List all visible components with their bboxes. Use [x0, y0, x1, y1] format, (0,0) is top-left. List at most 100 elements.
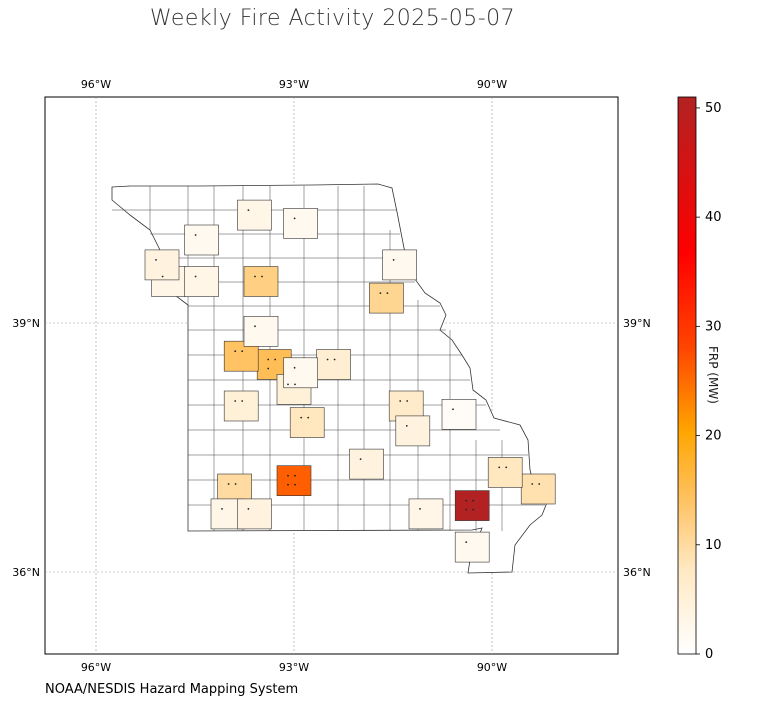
fire-county	[276, 465, 312, 497]
fire-county	[283, 208, 318, 239]
fire-point	[293, 217, 296, 220]
fire-county	[283, 357, 318, 389]
colorbar-tick-label: 50	[705, 101, 722, 116]
fire-point	[194, 234, 197, 236]
fire-county	[454, 490, 490, 521]
source-credit: NOAA/NESDIS Hazard Mapping System	[45, 682, 299, 697]
lat-tick-right: 36°N	[623, 566, 651, 579]
fire-point	[254, 275, 256, 278]
fire-point	[274, 358, 277, 361]
fire-point	[386, 292, 389, 294]
fire-county	[369, 282, 404, 314]
fire-county	[243, 266, 279, 297]
fire-point	[241, 350, 244, 353]
fire-county	[289, 407, 325, 438]
lat-tick-left: 36°N	[12, 566, 40, 579]
fire-county	[184, 224, 219, 256]
colorbar-tick-label: 40	[705, 210, 722, 225]
lon-tick-bottom: 96°W	[81, 661, 111, 674]
fire-point	[294, 474, 296, 477]
fire-point	[406, 400, 409, 402]
fire-point	[300, 416, 303, 419]
fire-point	[379, 292, 382, 294]
fire-point	[221, 508, 223, 510]
fire-point	[472, 508, 475, 511]
fire-county	[316, 349, 351, 380]
fire-county	[349, 448, 384, 480]
fire-point	[287, 383, 289, 386]
fire-counties	[144, 199, 556, 563]
fire-point	[261, 275, 263, 278]
colorbar-tick-label: 0	[705, 647, 713, 662]
lon-ticks-top: 96°W 93°W 90°W	[81, 78, 507, 91]
fire-point	[333, 358, 336, 361]
lat-ticks-left: 39°N 36°N	[12, 317, 40, 579]
fire-county	[184, 266, 219, 297]
fire-point	[465, 541, 468, 543]
fire-point	[194, 275, 197, 278]
fire-county	[223, 390, 259, 422]
fire-county	[408, 498, 444, 530]
fire-point	[294, 483, 296, 486]
lat-tick-left: 39°N	[12, 317, 40, 330]
fire-county	[382, 249, 417, 281]
fire-point	[267, 358, 270, 361]
colorbar-ticks: 0 10 20 30 40 50	[696, 101, 722, 662]
colorbar-tick-label: 30	[705, 319, 722, 334]
fire-point	[287, 483, 289, 486]
fire-point	[405, 425, 408, 427]
lon-tick-top: 93°W	[279, 78, 309, 91]
fire-county	[237, 498, 272, 530]
lat-tick-right: 39°N	[623, 317, 651, 330]
fire-point	[465, 499, 468, 502]
fire-point	[498, 466, 501, 469]
lon-tick-top: 96°W	[81, 78, 111, 91]
fire-point	[359, 458, 362, 460]
fire-point	[452, 408, 454, 411]
colorbar-label: FRP (MW)	[706, 346, 720, 404]
fire-point	[293, 366, 296, 369]
fire-county	[144, 249, 180, 281]
fire-point	[505, 466, 508, 469]
lon-tick-bottom: 93°W	[279, 661, 309, 674]
fire-point	[531, 483, 534, 485]
fire-points	[155, 209, 541, 543]
fire-point	[161, 275, 164, 278]
fire-county	[243, 315, 279, 347]
lon-ticks-bottom: 96°W 93°W 90°W	[81, 661, 507, 674]
fire-point	[267, 367, 270, 370]
fire-point	[234, 400, 237, 402]
fire-point	[227, 483, 230, 485]
lon-tick-top: 90°W	[477, 78, 507, 91]
fire-county	[395, 415, 431, 447]
fire-point	[241, 400, 244, 402]
colorbar-tick-label: 10	[705, 538, 722, 553]
fire-point	[287, 474, 289, 477]
map-title: Weekly Fire Activity 2025-05-07	[149, 6, 516, 31]
fire-point	[326, 358, 329, 361]
fire-county	[520, 473, 556, 505]
fire-point	[294, 383, 296, 386]
fire-point	[155, 259, 157, 261]
fire-point	[419, 508, 421, 510]
fire-county	[454, 531, 490, 563]
fire-point	[234, 483, 237, 485]
fire-county	[237, 199, 272, 231]
fire-point	[392, 259, 395, 261]
fire-point	[538, 483, 541, 485]
lon-tick-bottom: 90°W	[477, 661, 507, 674]
fire-point	[465, 508, 468, 511]
colorbar-tick-label: 20	[705, 429, 722, 444]
fire-point	[247, 209, 250, 212]
fire-point	[307, 416, 310, 419]
fire-point	[247, 508, 250, 510]
fire-point	[254, 325, 256, 328]
fire-point	[472, 499, 475, 502]
fire-point	[399, 400, 402, 402]
fire-county	[487, 457, 523, 488]
lat-ticks-right: 39°N 36°N	[623, 317, 651, 579]
fire-point	[234, 350, 237, 353]
fire-county	[441, 398, 477, 430]
colorbar	[677, 96, 697, 655]
